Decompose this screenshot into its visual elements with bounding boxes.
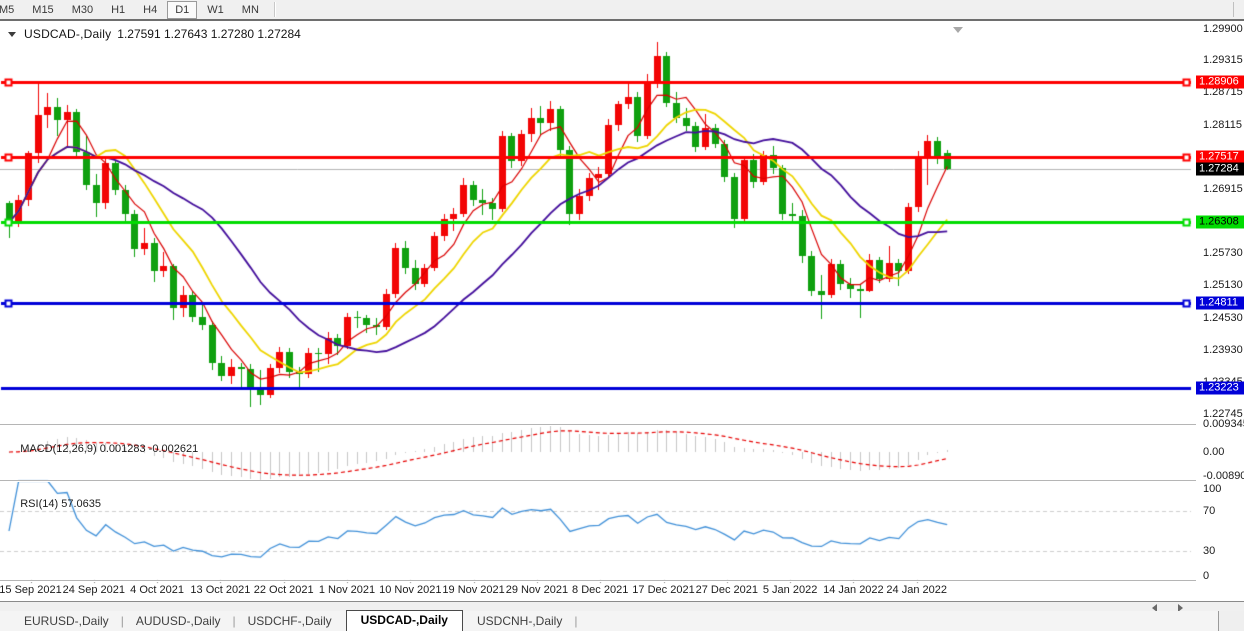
macd-main-value: 0.001283 [99,443,146,455]
tab-usdcad-daily[interactable]: USDCAD-,Daily [345,610,463,631]
date-axis-label: 17 Dec 2021 [632,584,695,596]
chart-title: USDCAD-,Daily 1.27591 1.27643 1.27280 1.… [8,27,301,41]
rsi-axis-label: 70 [1203,505,1216,517]
date-axis-label: 1 Nov 2021 [318,584,376,596]
rsi-name: RSI(14) [20,498,59,510]
rsi-indicator-label: RSI(14) 57.0635 [8,486,101,522]
date-axis-label: 5 Jan 2022 [762,584,818,596]
price-level-badge: 1.26308 [1196,215,1244,229]
horizontal-scrollbar[interactable] [0,601,1244,612]
price-level-badge: 1.27517 [1196,150,1244,164]
date-axis-label: 10 Nov 2021 [379,584,442,596]
tab-audusd-daily[interactable]: AUDUSD-,Daily [135,614,221,628]
macd-axis-label: 0.009345 [1203,418,1244,430]
price-axis-label: 1.23930 [1203,344,1243,356]
rsi-axis-label: 0 [1203,570,1210,582]
tab-separator: | [120,614,124,628]
price-axis-label: 1.22745 [1203,407,1243,420]
tab-separator: | [232,614,236,628]
macd-axis-label: 0.00 [1203,446,1225,458]
date-axis-label: 24 Jan 2022 [886,584,947,596]
date-axis-label: 13 Oct 2021 [190,584,251,596]
tab-usdcnh-daily[interactable]: USDCNH-,Daily [476,614,563,628]
macd-name: MACD(12,26,9) [20,443,97,455]
chart-tab-bar: EURUSD-,Daily | AUDUSD-,Daily | USDCHF-,Dail… [0,610,1244,631]
price-level-badge: 1.24811 [1196,296,1244,309]
date-axis-label: 27 Dec 2021 [695,584,758,596]
price-axis-label: 1.29315 [1203,54,1243,66]
date-axis-label: 14 Jan 2022 [823,584,884,596]
tab-separator: | [574,614,578,628]
date-axis-label: 29 Nov 2021 [505,584,569,596]
price-axis-label: 1.26915 [1203,183,1243,196]
price-axis-label: 1.28115 [1203,118,1242,131]
date-axis-label: 22 Oct 2021 [253,584,314,596]
ohlc-quote-values: 1.27591 1.27643 1.27280 1.27284 [117,27,301,41]
chart-tab-strip: EURUSD-,Daily | AUDUSD-,Daily | USDCHF-,Dail… [0,610,1219,631]
price-axis-label: 1.25730 [1203,247,1243,259]
price-level-badge: 1.27284 [1196,162,1244,176]
price-axis-label: 1.25130 [1203,279,1243,292]
scroll-left-icon[interactable] [1152,604,1157,612]
price-axis-label: 1.24530 [1203,311,1243,324]
date-axis-label: 8 Dec 2021 [572,584,629,596]
macd-axis-label: -0.008902 [1203,470,1244,482]
rsi-axis-label: 100 [1203,483,1222,495]
price-level-badge: 1.23223 [1196,381,1244,395]
date-axis-label: 15 Sep 2021 [0,584,62,596]
panel-divider[interactable] [0,424,1196,426]
panel-divider[interactable] [0,480,1196,482]
tab-eurusd-daily[interactable]: EURUSD-,Daily [24,614,109,628]
scroll-right-icon[interactable] [1178,604,1183,612]
date-axis-label: 4 Oct 2021 [130,584,185,596]
last-bar-shift-marker-icon [953,27,963,33]
macd-signal-value: -0.002621 [148,443,199,455]
macd-indicator-label: MACD(12,26,9) 0.001283 -0.002621 [8,431,198,467]
price-level-badge: 1.28906 [1196,75,1244,89]
price-axis-label: 1.28715 [1203,86,1243,99]
date-axis-label: 19 Nov 2021 [442,584,505,596]
symbol-period-label: USDCAD-,Daily [24,27,112,41]
rsi-value: 57.0635 [61,498,101,510]
rsi-axis-label: 30 [1203,545,1216,557]
tab-usdchf-daily[interactable]: USDCHF-,Daily [247,614,332,628]
chevron-down-icon [8,31,16,37]
panel-divider [0,580,1196,582]
price-axis-label: 1.29900 [1203,22,1243,35]
date-axis-label: 24 Sep 2021 [62,584,125,596]
